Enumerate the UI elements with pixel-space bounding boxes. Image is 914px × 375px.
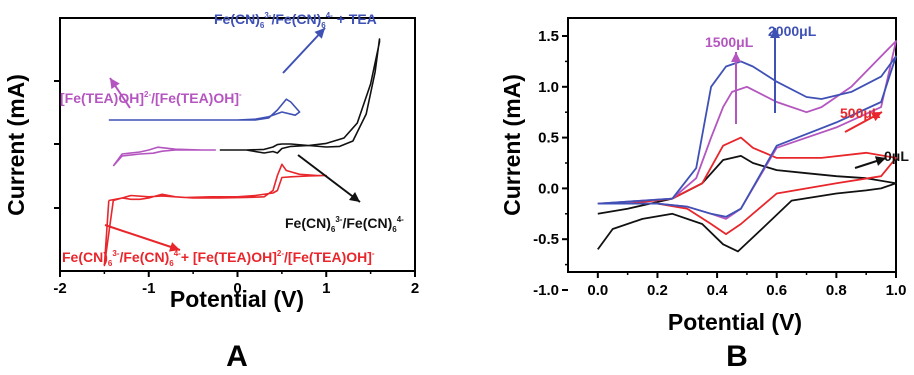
chart-a-arrow-black-head: [349, 191, 360, 202]
chart-b-arrow-blue-head: [770, 28, 780, 38]
chart-a-annotations: Fe(CN)6​3-​/Fe(CN)6​4-​ + TEA [Fe(TEA)OH]…: [60, 11, 404, 268]
chart-a-series-black: [219, 38, 381, 154]
chart-a-series-blue: [108, 98, 301, 121]
chart-b-annotations: 1500μL 2000μL 500μL 0μL: [705, 23, 909, 164]
chart-a-xtick-label: -1: [142, 280, 155, 297]
chart-b-arrow-red-head: [870, 112, 882, 122]
chart-b-series-black: [597, 154, 897, 253]
chart-b-series: [597, 40, 897, 253]
chart-b-ytick-label: 0.5: [538, 130, 559, 147]
panel-label-b: B: [726, 340, 748, 373]
chart-a-ann-magenta: [Fe(TEA)OH]2-​/[Fe(TEA)OH]-​: [60, 90, 242, 106]
chart-a-arrow-blue-head: [314, 28, 325, 39]
chart-a: Current (mA) Potential (V) -2 -1 0 1 2 Fe(CN…: [3, 11, 419, 373]
chart-a-xtick-label: 0: [233, 280, 241, 297]
chart-b-series-red: [597, 136, 897, 236]
chart-a-xlabel: Potential (V): [170, 286, 304, 312]
chart-a-series-magenta: [112, 146, 217, 167]
chart-a-arrow-black: [297, 154, 361, 203]
chart-a-arrow-red-head: [168, 242, 180, 252]
chart-b-ytick-label: -1.0: [533, 282, 559, 299]
chart-a-xtick-label: -2: [53, 280, 66, 297]
chart-b-xtick-label: 0.6: [766, 282, 787, 299]
panel-label-a: A: [226, 340, 248, 373]
chart-b-ticks: 0.0 0.2 0.4 0.6 0.8 1.0 -1.0 -0.5 0.0 0.5 1.0 1.5: [533, 28, 906, 299]
chart-b-arrow-magenta-head: [731, 52, 741, 62]
chart-b-arrow-black-head: [874, 156, 886, 166]
chart-a-frame: [59, 17, 416, 272]
chart-a-ticks: -2 -1 0 1 2: [53, 80, 419, 297]
chart-b-frame: [567, 17, 897, 273]
chart-a-series: [103, 38, 381, 267]
chart-a-ann-blue: Fe(CN)6​3-​/Fe(CN)6​4-​ + TEA: [214, 11, 377, 30]
chart-b-ann-500: 500μL: [840, 105, 881, 121]
chart-b-xtick-label: 0.0: [587, 282, 608, 299]
chart-b: Current (mA) Potential (V) 0.0 0.2 0.4 0.6 0…: [499, 17, 909, 373]
chart-a-series-red: [103, 163, 328, 267]
chart-b-xtick-label: 1.0: [886, 282, 907, 299]
chart-b-xlabel: Potential (V): [668, 309, 802, 335]
chart-a-arrow-blue: [282, 27, 326, 74]
chart-b-ann-0: 0μL: [884, 148, 909, 164]
chart-b-series-blue: [597, 55, 897, 218]
chart-a-xtick-label: 1: [322, 280, 330, 297]
chart-b-ann-2000: 2000μL: [768, 23, 817, 39]
chart-b-ytick-label: 1.0: [538, 79, 559, 96]
chart-b-ytick-label: -0.5: [533, 231, 559, 248]
chart-b-xtick-label: 0.8: [826, 282, 847, 299]
chart-a-arrows: [104, 27, 361, 252]
chart-b-ytick-label: 0.0: [538, 180, 559, 197]
chart-b-series-magenta: [597, 40, 897, 220]
chart-a-xtick-label: 2: [411, 280, 419, 297]
chart-b-arrows: [731, 28, 887, 169]
chart-b-ylabel: Current (mA): [499, 74, 525, 216]
chart-a-ann-red: Fe(CN)6​3-​/Fe(CN)6​4-​+ [Fe(TEA)OH]2-​/…: [62, 249, 375, 268]
chart-b-xtick-label: 0.2: [647, 282, 668, 299]
chart-b-ann-1500: 1500μL: [705, 34, 754, 50]
chart-b-xtick-label: 0.4: [707, 282, 729, 299]
chart-a-ann-black: Fe(CN)6​3-​/Fe(CN)6​4-​: [285, 215, 404, 234]
chart-b-ytick-label: 1.5: [538, 28, 559, 45]
chart-a-arrow-red: [104, 224, 181, 251]
chart-a-ylabel: Current (mA): [3, 74, 29, 216]
chart-a-arrow-magenta-head: [110, 78, 120, 90]
